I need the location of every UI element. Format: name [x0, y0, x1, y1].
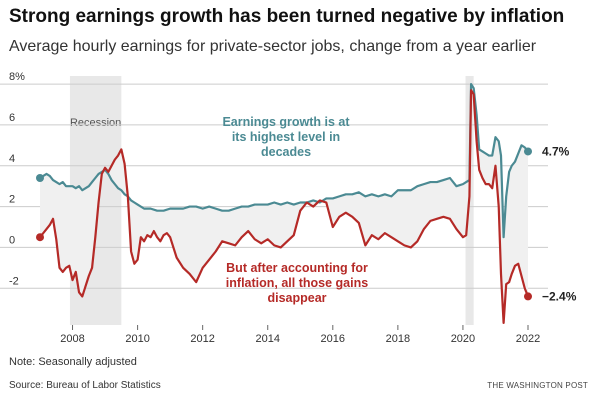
real-annotation-line: But after accounting for: [226, 261, 368, 275]
recession-label: Recession: [70, 117, 121, 129]
y-tick-label: 0: [9, 234, 15, 246]
real-end-label: −2.4%: [542, 289, 577, 303]
nominal-start-point: [36, 174, 44, 182]
y-tick-label: 8%: [9, 71, 25, 83]
chart-source: Source: Bureau of Labor Statistics: [9, 380, 161, 391]
y-tick-label: -2: [9, 275, 19, 287]
y-tick-label: 6: [9, 112, 15, 124]
x-tick-label: 2014: [255, 333, 279, 345]
x-tick-label: 2012: [190, 333, 214, 345]
nominal-end-label: 4.7%: [542, 144, 570, 158]
x-tick-label: 2008: [60, 333, 84, 345]
nominal-series-line: [38, 82, 530, 239]
chart-subtitle: Average hourly earnings for private-sect…: [9, 38, 537, 55]
nominal-end-point: [524, 147, 532, 156]
x-tick-label: 2010: [125, 333, 149, 345]
real-start-point: [36, 233, 44, 242]
x-tick-label: 2016: [321, 333, 345, 345]
chart-note: Note: Seasonally adjusted: [9, 356, 137, 368]
nominal-annotation-line: its highest level in: [232, 130, 340, 144]
real-end-point: [524, 292, 532, 301]
y-tick-label: 4: [9, 153, 15, 165]
x-tick-label: 2020: [451, 333, 475, 345]
real-annotation-line: disappear: [267, 291, 326, 305]
y-tick-label: 2: [9, 194, 15, 206]
x-tick-label: 2018: [386, 333, 410, 345]
chart-title: Strong earnings growth has been turned n…: [9, 6, 565, 27]
real-series-line: [38, 89, 530, 325]
real-annotation-line: inflation, all those gains: [226, 276, 368, 290]
publisher-credit: THE WASHINGTON POST: [487, 381, 588, 390]
nominal-annotation-line: decades: [261, 145, 311, 159]
nominal-annotation-line: Earnings growth is at: [222, 115, 350, 129]
x-tick-label: 2022: [516, 333, 540, 345]
